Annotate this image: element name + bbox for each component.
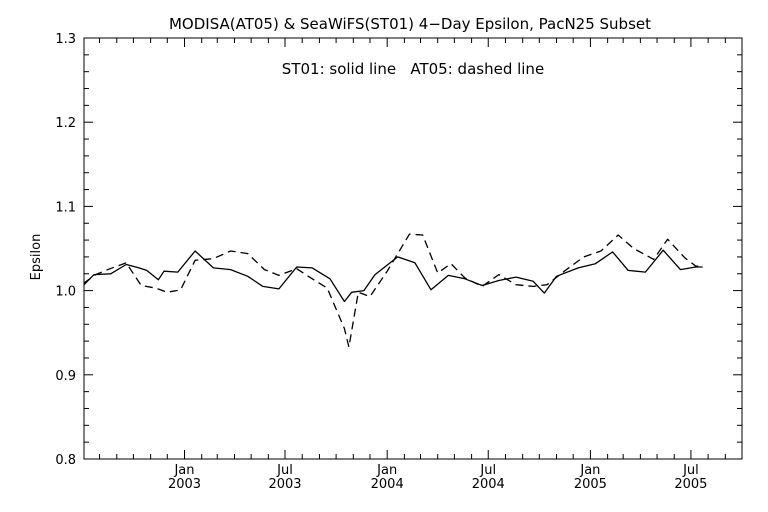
series-lines [83,233,703,348]
axis-ticks: 0.80.91.01.11.21.3Jan2003Jul2003Jan2004J… [55,32,743,492]
x-tick-month-label: Jul [479,463,496,478]
series-line-st01 [83,249,703,303]
x-tick-year-label: 2005 [674,477,707,492]
x-tick-year-label: 2005 [574,477,607,492]
x-tick-year-label: 2004 [472,477,505,492]
y-tick-label: 1.1 [55,200,76,215]
x-tick-month-label: Jan [579,463,600,478]
x-tick-month-label: Jan [173,463,194,478]
y-axis-label: Epsilon [29,234,44,281]
y-tick-label: 1.2 [55,116,76,131]
x-tick-month-label: Jan [376,463,397,478]
x-tick-month-label: Jul [276,463,293,478]
plot-frame [83,37,743,460]
x-tick-year-label: 2003 [268,477,301,492]
y-tick-label: 0.8 [55,453,76,468]
x-tick-year-label: 2003 [168,477,201,492]
x-tick-year-label: 2004 [371,477,404,492]
series-line-at05 [83,233,703,348]
chart-title: MODISA(AT05) & SeaWiFS(ST01) 4−Day Epsil… [169,15,651,33]
chart-annotation: ST01: solid line AT05: dashed line [282,60,544,78]
x-tick-month-label: Jul [682,463,699,478]
y-tick-label: 1.0 [55,285,76,300]
y-tick-label: 1.3 [55,32,76,47]
y-tick-label: 0.9 [55,369,76,384]
